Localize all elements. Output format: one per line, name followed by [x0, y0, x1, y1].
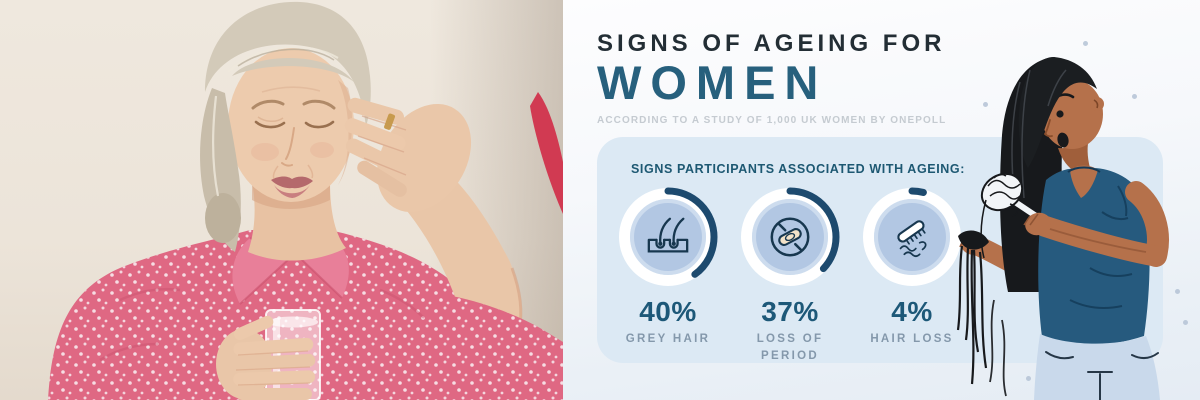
- stat-ring: [616, 185, 720, 289]
- stat-value: 40%: [639, 296, 697, 327]
- stat-value: 4%: [891, 296, 933, 327]
- jeans: [1034, 334, 1160, 400]
- decorative-dot: [1183, 320, 1188, 325]
- progress-arc: [740, 187, 840, 287]
- infographic-header: SIGNS OF AGEING FOR WOMEN ACCORDING TO A…: [597, 30, 946, 126]
- grey-hair: [200, 1, 371, 252]
- decorative-dot: [983, 102, 988, 107]
- title-line-1: SIGNS OF AGEING FOR: [597, 30, 946, 57]
- hand-holding-hair: [956, 230, 1020, 385]
- stat-label: LOSS OF PERIOD: [756, 333, 824, 362]
- no-period-pad-icon: [770, 217, 810, 257]
- falling-hair-strands: [989, 299, 1007, 397]
- decorative-dot: [1026, 376, 1031, 381]
- stats-row: 40% GREY HAIR: [597, 185, 1163, 364]
- stat-label: GREY HAIR: [625, 333, 711, 345]
- hair-bang: [1018, 57, 1097, 168]
- gold-ring: [384, 113, 396, 130]
- stat-ring: [738, 185, 842, 289]
- title-line-2: WOMEN: [597, 56, 828, 109]
- photo-pane: [0, 0, 563, 400]
- progress-arc: [862, 187, 962, 287]
- menopause-woman-photo: [0, 0, 563, 400]
- hair-follicle-icon: [647, 217, 689, 253]
- decorative-dot: [1175, 289, 1180, 294]
- infographic-pane: SIGNS OF AGEING FOR WOMEN ACCORDING TO A…: [563, 0, 1200, 400]
- hand-on-forehead: [344, 97, 472, 212]
- tank-top: [1038, 165, 1150, 346]
- stat-loss-of-period: 37% LOSS OF PERIOD: [729, 185, 851, 364]
- stat-hair-loss: 4% HAIR LOSS: [851, 185, 973, 364]
- hand-with-glass: [120, 309, 321, 400]
- woman-brushing-hair-illustration: [956, 57, 1169, 400]
- decorative-dot: [1132, 94, 1137, 99]
- comb-hair-loss-icon: [897, 220, 927, 258]
- stat-label: HAIR LOSS: [870, 333, 954, 345]
- decorative-dot: [1083, 41, 1088, 46]
- arm-with-brush: [980, 172, 1169, 267]
- progress-arc: [618, 187, 718, 287]
- face: [228, 48, 354, 202]
- panel-heading: SIGNS PARTICIPANTS ASSOCIATED WITH AGEIN…: [630, 162, 965, 176]
- stat-ring: [860, 185, 964, 289]
- stat-grey-hair: 40% GREY HAIR: [607, 185, 729, 364]
- subtitle: ACCORDING TO A STUDY OF 1,000 UK WOMEN B…: [597, 115, 947, 126]
- stat-value: 37%: [761, 296, 819, 327]
- red-sleeve-fold: [530, 92, 563, 214]
- ring-disc: [634, 203, 702, 271]
